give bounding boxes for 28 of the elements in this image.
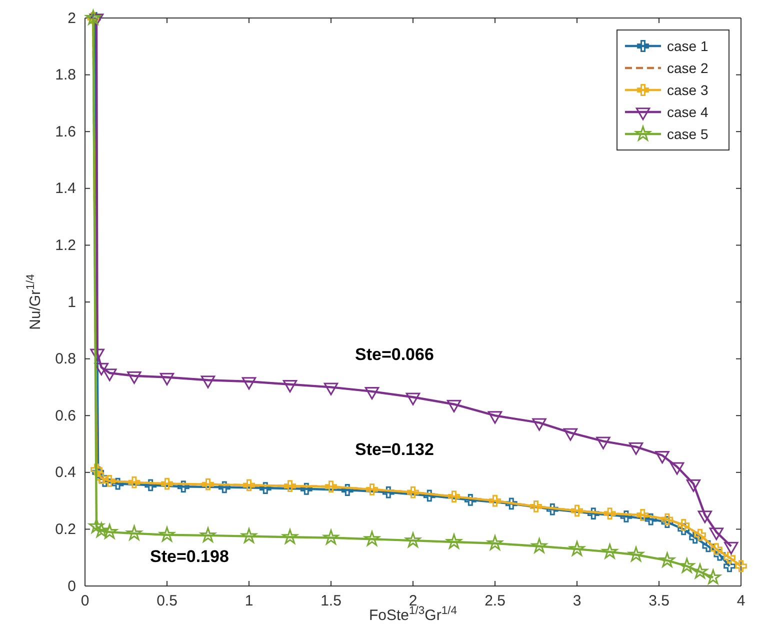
y-tick-label: 0 xyxy=(68,578,76,595)
y-tick-label: 0.4 xyxy=(55,464,76,482)
legend-label: case 5 xyxy=(667,126,708,142)
y-tick-label: 0.8 xyxy=(55,350,76,368)
x-tick-label: 0 xyxy=(80,592,90,610)
y-tick-label: 1 xyxy=(68,294,76,311)
y-tick-label: 0.6 xyxy=(55,407,76,424)
legend-label: case 1 xyxy=(667,38,708,54)
legend-label: case 2 xyxy=(667,60,708,76)
y-tick-label: 1.4 xyxy=(55,180,76,198)
annotation: Ste=0.198 xyxy=(150,547,229,566)
y-tick-label: 2 xyxy=(68,10,76,27)
x-tick-label: 1.5 xyxy=(320,592,342,610)
legend-label: case 4 xyxy=(667,104,708,120)
y-tick-label: 1.6 xyxy=(55,123,76,140)
x-tick-label: 2.5 xyxy=(484,592,506,610)
x-axis-title: FoSte$^{1/3}$Gr$^{1/4}$ xyxy=(369,605,457,624)
x-tick-label: 1 xyxy=(244,592,254,610)
x-tick-label: 3 xyxy=(572,592,582,610)
x-tick-label: 0.5 xyxy=(156,592,178,610)
y-tick-label: 1.2 xyxy=(55,237,76,254)
x-tick-label: 3.5 xyxy=(648,592,670,610)
annotation: Ste=0.066 xyxy=(355,345,434,364)
y-tick-label: 1.8 xyxy=(55,66,76,84)
annotation: Ste=0.132 xyxy=(355,440,434,459)
y-tick-label: 0.2 xyxy=(55,521,76,538)
legend-label: case 3 xyxy=(667,82,708,98)
x-tick-label: 4 xyxy=(736,592,746,610)
